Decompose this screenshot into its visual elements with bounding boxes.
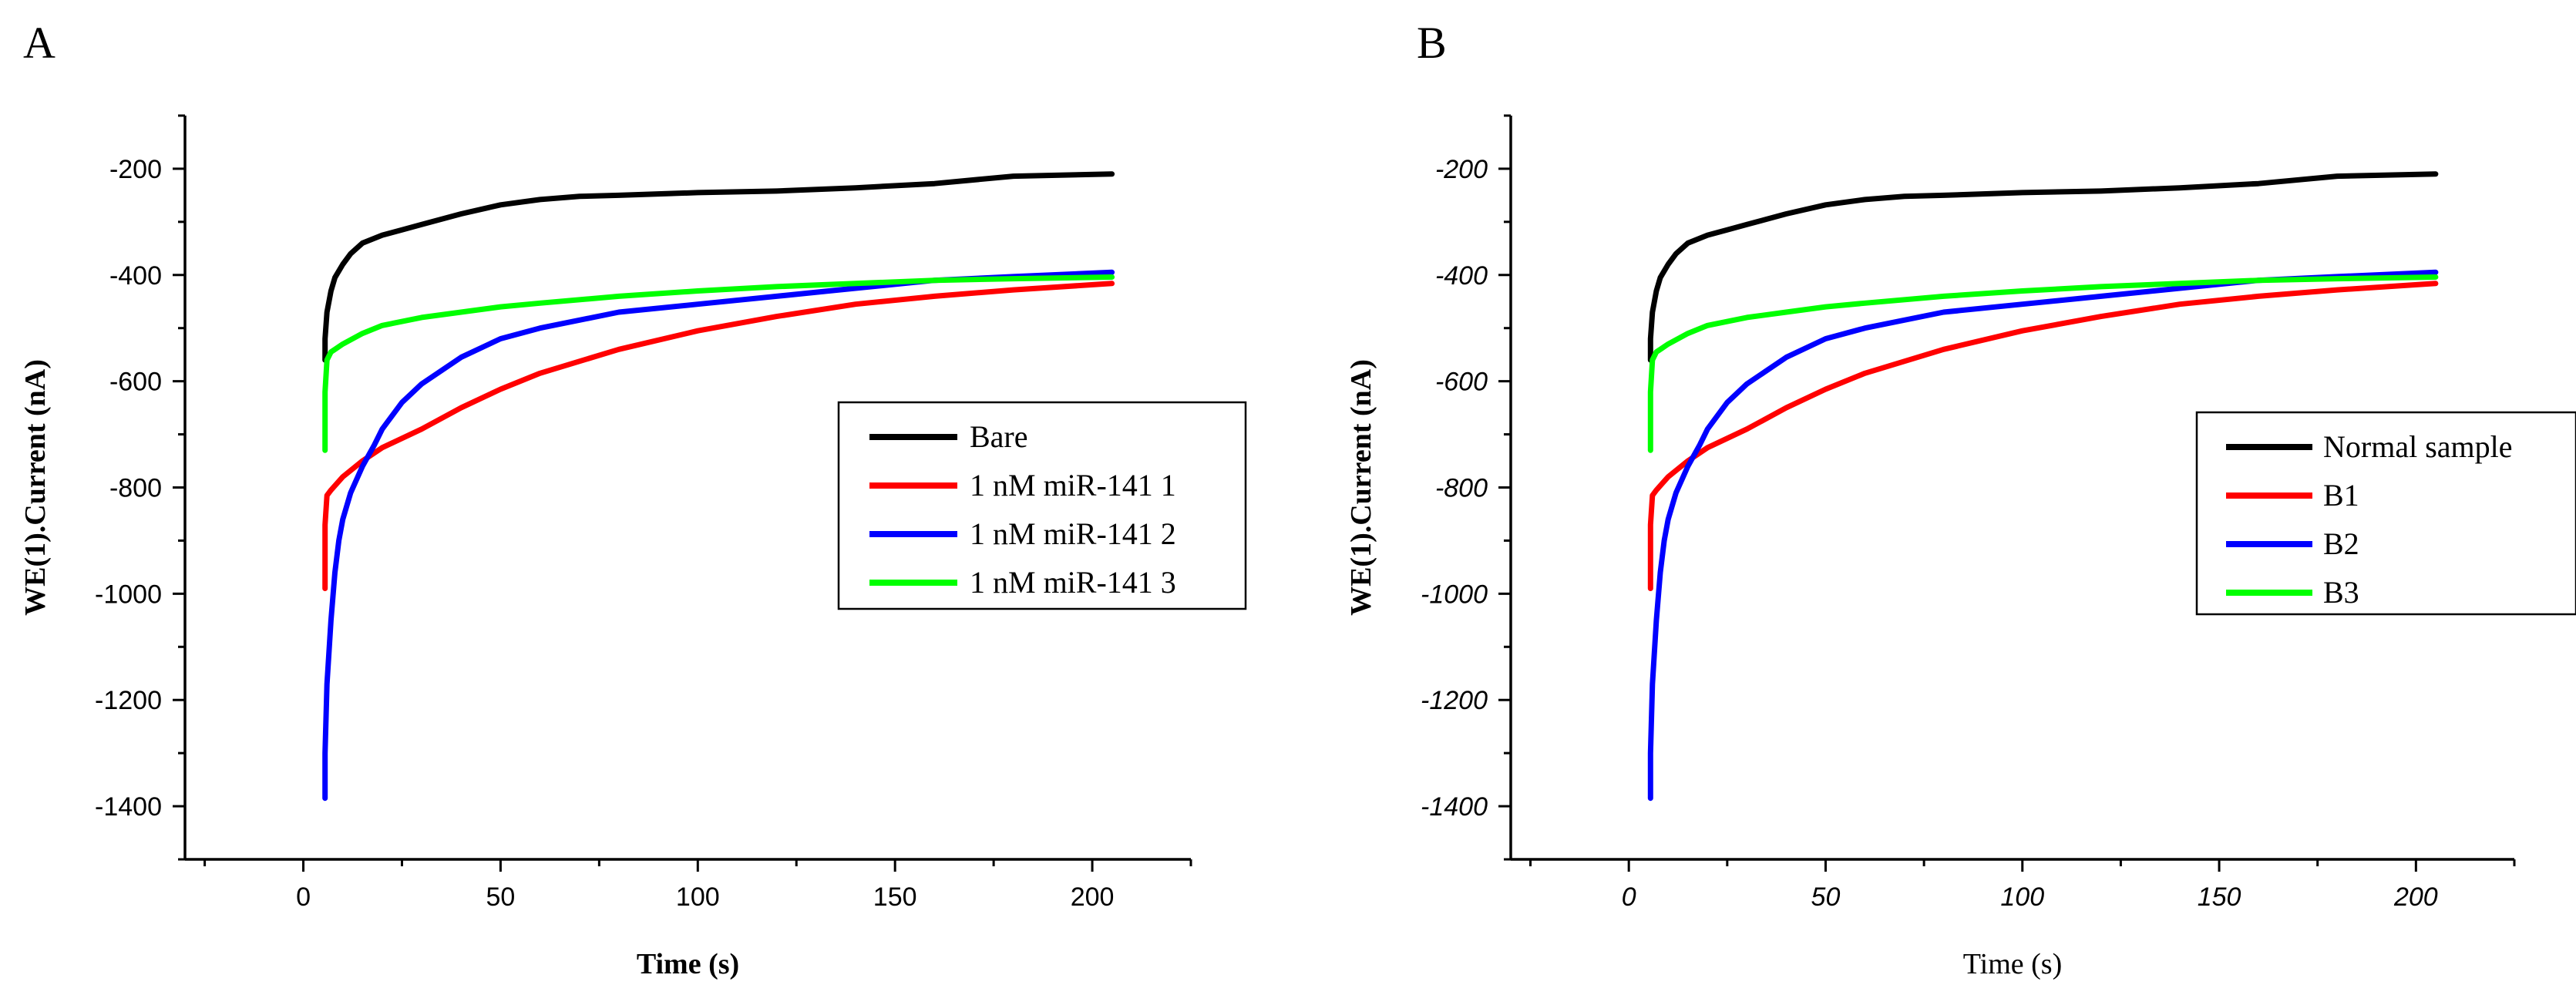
x-tick-label: 50: [486, 882, 515, 912]
y-tick-label: -1000: [1421, 580, 1488, 609]
x-tick-label: 100: [2000, 882, 2044, 912]
x-tick-label: 150: [873, 882, 917, 912]
panel-label: A: [23, 18, 55, 68]
x-tick-label: 150: [2198, 882, 2241, 912]
x-tick-label: 200: [2393, 882, 2438, 912]
legend-entry-3: 1 nM miR-141 2: [970, 516, 1176, 551]
x-tick-label: 50: [1811, 882, 1841, 912]
series-line-4: [1647, 274, 2439, 453]
series-line-1: [322, 171, 1115, 363]
legend-entry-1: Normal sample: [2323, 429, 2513, 464]
y-tick-label: -400: [109, 261, 162, 291]
y-tick-label: -1200: [1421, 686, 1488, 715]
x-tick-label: 100: [676, 882, 720, 912]
y-tick-label: -1400: [1421, 792, 1488, 822]
x-axis-title: Time (s): [637, 948, 739, 980]
legend-entry-3: B2: [2323, 526, 2359, 561]
legend-entry-2: B1: [2323, 478, 2359, 513]
y-tick-label: -1400: [95, 792, 162, 822]
y-axis-title: WE(1).Current (nA): [1345, 359, 1377, 616]
y-tick-label: -1200: [95, 686, 162, 715]
legend-entry-4: B3: [2323, 575, 2359, 610]
series-line-2: [322, 281, 1115, 591]
x-tick-label: 0: [1622, 882, 1636, 912]
y-tick-label: -200: [109, 155, 162, 184]
x-tick-label: 0: [296, 882, 311, 912]
y-tick-label: -1000: [95, 580, 162, 609]
series-line-3: [322, 269, 1115, 802]
legend-entry-2: 1 nM miR-141 1: [970, 468, 1176, 503]
series-line-4: [322, 274, 1115, 453]
y-tick-label: -200: [1435, 155, 1488, 184]
y-tick-label: -600: [109, 368, 162, 397]
y-tick-label: -800: [1435, 474, 1488, 503]
x-tick-label: 200: [1071, 882, 1115, 912]
legend-entry-1: Bare: [970, 419, 1028, 454]
y-tick-label: -600: [1435, 368, 1488, 397]
x-axis-title: Time (s): [1963, 948, 2062, 980]
legend: Normal sample B1 B2 B3: [2195, 411, 2576, 616]
series-line-1: [1647, 171, 2439, 363]
chart-panel-a: A -200 -400 -600 -800 -1000 -1200 -1400 0 50 100 15…: [19, 18, 1247, 980]
y-tick-label: -800: [109, 474, 162, 503]
legend-entry-4: 1 nM miR-141 3: [970, 565, 1176, 600]
series-line-2: [1647, 281, 2439, 591]
y-tick-label: -400: [1435, 261, 1488, 291]
y-axis-title: WE(1).Current (nA): [19, 359, 52, 616]
legend: Bare 1 nM miR-141 1 1 nM miR-141 2 1 nM miR…: [837, 401, 1247, 610]
series-line-3: [1647, 269, 2439, 802]
panel-label: B: [1417, 18, 1447, 68]
chart-panel-b: B -200 -400 -600 -800 -1000 -1200 -1400 0 50 100 15…: [1345, 18, 2576, 980]
